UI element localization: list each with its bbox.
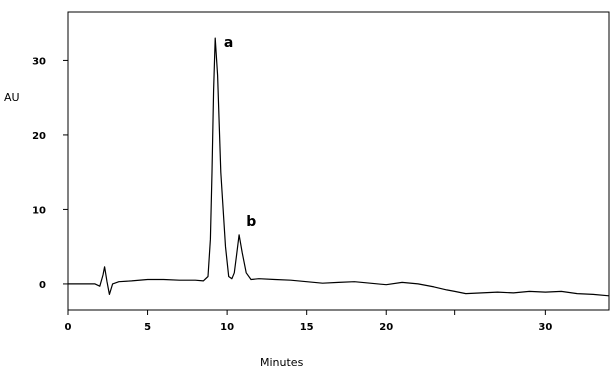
x-axis-ticks: 0 5 10 15 20 30 [65, 310, 552, 333]
peak-annotations: ab [224, 35, 256, 230]
x-axis-title: Minutes [260, 356, 304, 369]
plot-frame [67, 11, 610, 311]
x-tick-label: 30 [538, 322, 552, 333]
x-tick-label: 5 [144, 322, 151, 333]
y-tick-label: 10 [32, 205, 46, 216]
x-tick-label: 0 [65, 322, 72, 333]
y-tick-label: 20 [32, 131, 46, 142]
x-tick-label: 10 [220, 322, 234, 333]
y-tick-label: 30 [32, 56, 46, 67]
chromatogram-trace [68, 37, 610, 297]
y-axis-ticks: 0 10 20 30 [32, 56, 68, 291]
peak-label-a: a [224, 35, 233, 51]
series-layer [68, 37, 610, 297]
y-axis-title: AU [4, 91, 20, 104]
x-tick-label: 20 [379, 322, 393, 333]
y-tick-label: 0 [39, 280, 46, 291]
x-tick-label: 15 [300, 322, 314, 333]
peak-label-b: b [246, 214, 256, 230]
